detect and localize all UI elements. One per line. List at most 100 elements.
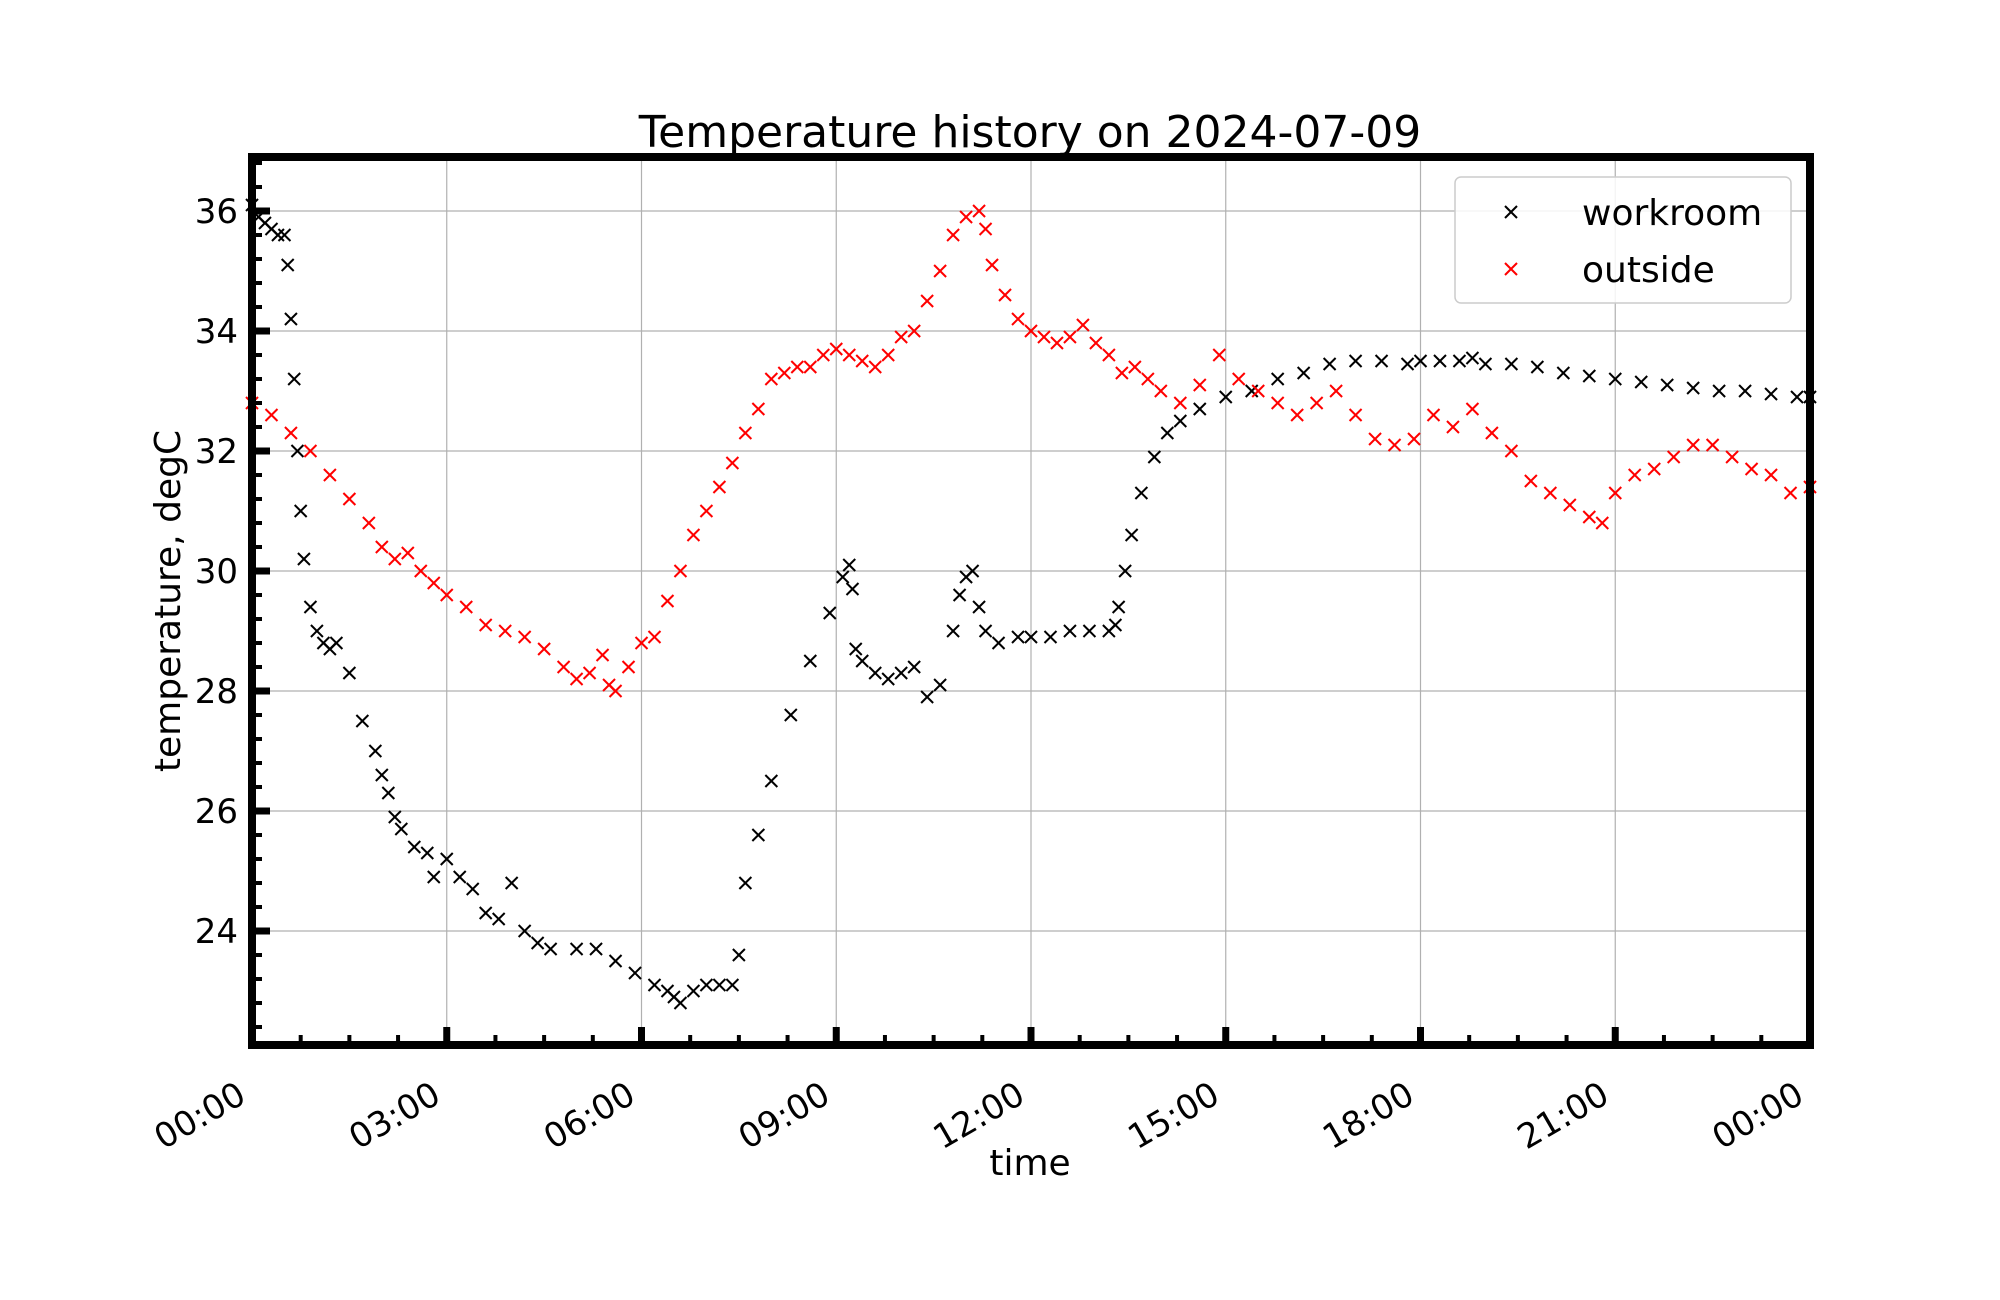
data-point — [699, 504, 714, 518]
data-point — [1660, 378, 1674, 392]
data-point — [517, 924, 532, 938]
data-point — [290, 444, 305, 458]
data-point — [530, 936, 545, 950]
data-point — [1011, 312, 1025, 326]
data-point — [1374, 354, 1389, 368]
data-point — [972, 600, 986, 614]
data-point — [972, 204, 986, 218]
data-point — [647, 630, 662, 644]
x-tick-label: 00:00 — [1706, 1074, 1811, 1158]
data-point — [1368, 432, 1382, 446]
data-point — [1647, 462, 1661, 476]
data-point — [303, 600, 318, 614]
data-point — [1115, 366, 1129, 380]
y-tick-label: 30 — [195, 552, 238, 592]
data-point — [595, 648, 610, 662]
data-point — [868, 666, 882, 680]
data-point — [517, 630, 532, 644]
data-point — [1595, 516, 1609, 530]
data-point — [466, 882, 480, 896]
data-point — [1712, 384, 1726, 398]
data-point — [1634, 375, 1648, 389]
legend-box — [1454, 176, 1792, 304]
data-point — [1705, 438, 1720, 452]
data-point — [1296, 366, 1311, 380]
x-tick-label: 09:00 — [732, 1074, 837, 1158]
data-point — [699, 978, 714, 992]
data-point — [1738, 384, 1752, 398]
y-tick-label: 36 — [195, 192, 238, 232]
data-point — [1232, 372, 1246, 386]
data-point — [582, 666, 597, 680]
data-point — [712, 978, 727, 992]
data-point — [965, 564, 980, 578]
data-point — [427, 576, 441, 590]
data-point — [978, 624, 993, 638]
data-point — [1111, 600, 1126, 614]
data-point — [1543, 486, 1558, 500]
data-point — [264, 408, 279, 422]
legend-marker-outside — [1504, 262, 1518, 276]
ticks — [248, 161, 1814, 1045]
data-point — [881, 348, 895, 362]
data-point — [907, 324, 921, 338]
data-point — [1433, 354, 1447, 368]
data-point — [293, 504, 308, 518]
data-point — [751, 402, 766, 416]
data-point — [1322, 357, 1337, 371]
data-point — [1063, 624, 1077, 638]
tick-labels: 00:00 03:00 06:00 09:00 12:00 15:00 18:00 21:00… — [148, 192, 1811, 1158]
data-point — [725, 978, 740, 992]
data-point — [1147, 450, 1162, 464]
data-point — [362, 516, 376, 530]
data-point — [660, 594, 675, 608]
data-point — [1686, 381, 1700, 395]
data-point — [297, 552, 311, 566]
legend: workroom outside — [1454, 176, 1792, 304]
data-point — [764, 774, 779, 788]
data-point — [1212, 348, 1226, 362]
chart-title: Temperature history on 2024-07-09 — [638, 107, 1422, 158]
data-point — [1744, 462, 1759, 476]
data-point — [836, 570, 850, 584]
data-point — [271, 228, 285, 242]
y-tick-label: 28 — [195, 672, 238, 712]
x-tick-label: 18:00 — [1316, 1074, 1421, 1158]
y-tick-label: 34 — [195, 312, 238, 352]
data-point — [1082, 624, 1097, 638]
grid — [251, 157, 1811, 1045]
data-point — [894, 330, 908, 344]
data-point — [459, 600, 473, 614]
series-layer — [245, 198, 1817, 1010]
data-point — [1504, 444, 1519, 458]
data-point — [1270, 396, 1285, 410]
data-point — [310, 624, 324, 638]
data-point — [842, 558, 856, 572]
data-point — [1251, 384, 1265, 398]
legend-label-outside: outside — [1582, 250, 1715, 291]
data-point — [849, 642, 863, 656]
data-point — [329, 636, 344, 650]
data-point — [1154, 384, 1168, 398]
data-point — [323, 468, 337, 482]
data-point — [407, 840, 421, 854]
data-point — [543, 942, 558, 956]
data-point — [1465, 402, 1480, 416]
y-tick-label: 26 — [195, 792, 238, 832]
data-point — [1173, 396, 1188, 410]
data-point — [647, 978, 662, 992]
data-point — [790, 360, 805, 374]
data-point — [280, 258, 295, 272]
data-point — [784, 708, 798, 722]
y-tick-label: 32 — [195, 432, 238, 472]
data-point — [1725, 450, 1739, 464]
data-point — [1582, 369, 1596, 383]
data-point — [277, 228, 292, 242]
data-point — [686, 984, 701, 998]
data-point — [881, 672, 895, 686]
x-tick-label: 06:00 — [537, 1074, 642, 1158]
data-point — [1452, 354, 1467, 368]
data-point — [1043, 630, 1058, 644]
data-point — [933, 264, 947, 278]
